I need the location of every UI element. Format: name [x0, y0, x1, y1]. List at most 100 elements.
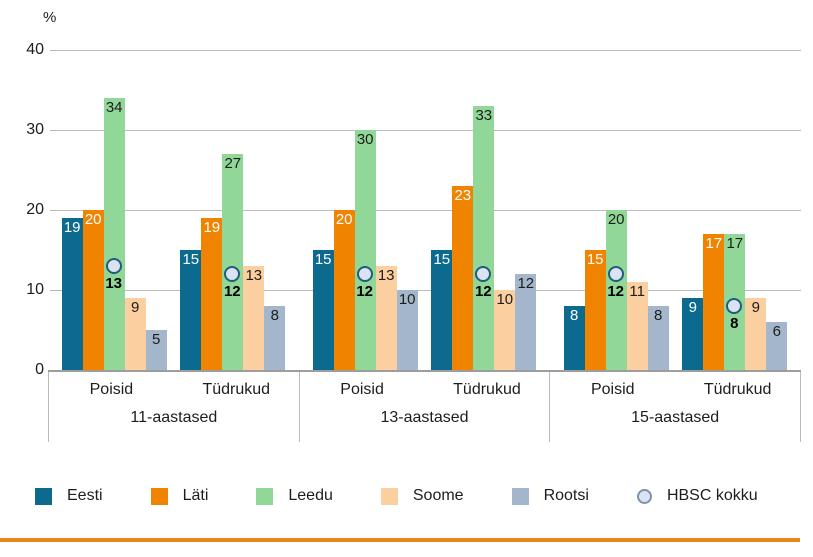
legend-swatch-icon	[256, 487, 274, 505]
bar-cluster-15-aastased-poisid: 8 15 20 11 8 12	[563, 50, 669, 370]
y-tick-label-10: 10	[26, 281, 44, 298]
bar-lati: 20	[333, 210, 355, 370]
age-group-label-15-aastased: 15-aastased	[631, 408, 720, 426]
bar-value-label: 8	[653, 307, 663, 324]
bar-eesti: 15	[431, 250, 453, 370]
bar-group-15-aastased: 8 15 20 11 8 12 9 17 17 9 6 8	[550, 50, 801, 370]
hbsc-value-label: 13	[105, 275, 122, 292]
hbsc-value-label: 8	[730, 315, 739, 332]
bar-soome: 9	[124, 298, 146, 370]
bar-soome: 13	[243, 266, 265, 370]
age-group-label-13-aastased: 13-aastased	[380, 408, 469, 426]
bar-cluster-15-aastased-tudrukud: 9 17 17 9 6 8	[682, 50, 788, 370]
bar-lati: 17	[703, 234, 725, 370]
bar-soome: 11	[626, 282, 648, 370]
bar-leedu: 34	[103, 98, 125, 370]
bar-value-label: 27	[224, 155, 242, 172]
legend-label: Leedu	[288, 487, 333, 504]
gridline-30	[50, 130, 801, 131]
bar-value-label: 19	[63, 219, 81, 236]
bar-value-label: 15	[433, 251, 451, 268]
age-group-box-13-aastased: Poisid Tüdrukud 13-aastased	[300, 372, 551, 442]
bar-value-label: 34	[105, 99, 123, 116]
bar-value-label: 8	[270, 307, 279, 324]
hbsc-marker-icon	[356, 266, 373, 282]
legend-circle-marker-icon	[636, 488, 652, 504]
hbsc-value-label: 12	[474, 283, 492, 300]
bar-value-label: 19	[203, 219, 221, 236]
bar-value-label: 9	[751, 299, 760, 316]
age-group-label-11-aastased: 11-aastased	[130, 408, 218, 426]
legend-item-rootsi: Rootsi	[511, 487, 589, 505]
legend-label: Läti	[182, 487, 209, 504]
x-axis-labels: Poisid Tüdrukud 11-aastased Poisid Tüdrukud 1…	[48, 370, 802, 442]
bar-value-label: 15	[182, 251, 200, 268]
legend-item-soome: Soome	[380, 487, 464, 505]
hbsc-value-label: 12	[223, 283, 241, 300]
bottom-accent-rule	[0, 538, 800, 542]
bar-group-11-aastased: 19 20 34 9 5 13 15 19 27 13 8 12	[48, 50, 299, 370]
legend-label: HBSC kokku	[666, 487, 758, 504]
hbsc-value-label: 12	[607, 283, 624, 300]
category-label-tudrukud: Tüdrukud	[453, 381, 521, 399]
bar-value-label: 30	[356, 131, 374, 148]
bar-rootsi: 5	[145, 330, 167, 370]
bar-value-label: 20	[335, 211, 353, 228]
bar-lati: 19	[201, 218, 223, 370]
bar-groups: 19 20 34 9 5 13 15 19 27 13 8 12 15 20 30 13 10 12 15 23 33 1…	[48, 50, 801, 370]
bar-rootsi: 10	[396, 290, 418, 370]
bar-value-label: 17	[705, 235, 723, 252]
gridline-10	[50, 290, 801, 291]
bar-eesti: 15	[312, 250, 334, 370]
bar-cluster-11-aastased-poisid: 19 20 34 9 5 13	[61, 50, 167, 370]
bar-group-13-aastased: 15 20 30 13 10 12 15 23 33 10 12 12	[299, 50, 550, 370]
bar-value-label: 10	[496, 291, 514, 308]
legend-swatch-icon	[380, 487, 398, 505]
bar-value-label: 11	[629, 283, 645, 300]
category-label-poisid: Poisid	[340, 381, 384, 399]
bar-eesti: 9	[682, 298, 704, 370]
bar-cluster-13-aastased-tudrukud: 15 23 33 10 12 12	[431, 50, 537, 370]
bar-value-label: 20	[607, 211, 625, 228]
bar-rootsi: 8	[264, 306, 286, 370]
category-label-poisid: Poisid	[89, 381, 134, 399]
bar-value-label: 9	[688, 299, 697, 316]
legend: Eesti Läti Leedu Soome Rootsi HBSC kokku	[35, 487, 758, 505]
hbsc-marker-icon	[224, 266, 241, 282]
bar-eesti: 8	[563, 306, 585, 370]
bar-rootsi: 8	[647, 306, 669, 370]
legend-swatch-icon	[150, 487, 168, 505]
y-tick-label-30: 30	[26, 121, 44, 138]
bar-lati: 15	[584, 250, 606, 370]
category-label-row: Poisid Tüdrukud	[300, 372, 550, 409]
bar-eesti: 15	[180, 250, 202, 370]
bar-value-label: 13	[377, 267, 395, 284]
bar-value-label: 6	[772, 323, 781, 340]
bar-soome: 13	[375, 266, 397, 370]
bar-soome: 10	[494, 290, 516, 370]
bar-value-label: 5	[151, 331, 161, 348]
bar-leedu: 33	[473, 106, 495, 370]
bar-value-label: 13	[245, 267, 263, 284]
legend-item-lati: Läti	[150, 487, 209, 505]
bar-value-label: 9	[130, 299, 140, 316]
legend-label: Rootsi	[543, 487, 589, 504]
bar-leedu: 27	[222, 154, 244, 370]
bar-cluster-11-aastased-tudrukud: 15 19 27 13 8 12	[180, 50, 286, 370]
bar-lati: 23	[452, 186, 474, 370]
hbsc-value-label: 12	[356, 283, 373, 300]
legend-swatch-icon	[35, 487, 52, 505]
legend-item-eesti: Eesti	[35, 487, 103, 505]
bar-leedu: 20	[605, 210, 627, 370]
bar-rootsi: 6	[766, 322, 788, 370]
bar-value-label: 10	[398, 291, 416, 308]
legend-label: Soome	[412, 487, 464, 504]
bar-rootsi: 12	[515, 274, 537, 370]
y-tick-label-40: 40	[26, 41, 44, 58]
category-label-tudrukud: Tüdrukud	[703, 381, 772, 399]
category-label-row: Poisid Tüdrukud	[550, 372, 800, 409]
bar-eesti: 19	[61, 218, 83, 370]
bar-value-label: 8	[569, 307, 579, 324]
age-group-box-11-aastased: Poisid Tüdrukud 11-aastased	[48, 372, 300, 442]
